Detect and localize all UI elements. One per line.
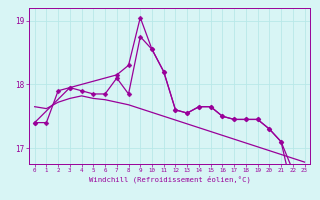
X-axis label: Windchill (Refroidissement éolien,°C): Windchill (Refroidissement éolien,°C) <box>89 176 251 183</box>
